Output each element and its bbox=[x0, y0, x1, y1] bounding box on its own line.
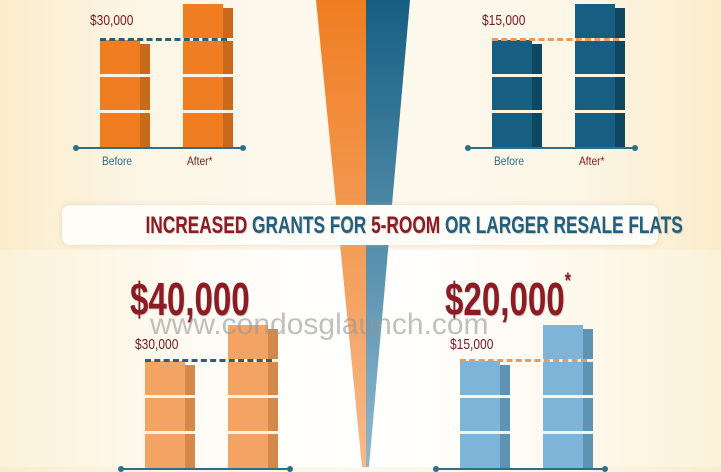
bar-after bbox=[543, 325, 593, 469]
axis-end-dot bbox=[632, 145, 638, 151]
bar-block-separator bbox=[228, 431, 278, 434]
bar-front-face bbox=[145, 361, 185, 469]
reference-dashed-line bbox=[100, 38, 227, 41]
bar-side-face bbox=[615, 8, 625, 148]
bar-block-separator bbox=[492, 110, 542, 113]
x-tick-label: After* bbox=[579, 154, 605, 168]
bar-block-separator bbox=[183, 74, 233, 77]
bar-before bbox=[492, 40, 542, 148]
reference-amount-label: $15,000 bbox=[450, 336, 494, 353]
bar-front-face bbox=[100, 40, 140, 148]
bar-block-separator bbox=[100, 74, 150, 77]
x-axis-line bbox=[436, 468, 605, 470]
bar-before bbox=[145, 361, 195, 469]
bar-block-separator bbox=[460, 431, 510, 434]
bar-side-face bbox=[223, 8, 233, 148]
bar-before bbox=[100, 40, 150, 148]
watermark: www.condosglaunch.com bbox=[150, 308, 489, 341]
headline-amount-left: $40,000 bbox=[130, 272, 250, 326]
bar-side-face bbox=[532, 44, 542, 148]
bar-block-separator bbox=[145, 431, 195, 434]
reference-dashed-line bbox=[460, 359, 587, 362]
bar-block-separator bbox=[183, 110, 233, 113]
banner-title: INCREASED GRANTS FOR 5-ROOM OR LARGER RE… bbox=[145, 212, 682, 240]
bar-front-face bbox=[460, 361, 500, 469]
x-axis-line bbox=[76, 147, 243, 149]
axis-end-dot bbox=[465, 145, 471, 151]
headline-amount-right: $20,000* bbox=[445, 268, 571, 326]
x-tick-label: After* bbox=[187, 154, 213, 168]
bar-block-separator bbox=[575, 74, 625, 77]
banner-word-grants: GRANTS FOR bbox=[252, 212, 367, 239]
bar-block-separator bbox=[543, 395, 593, 398]
headline-right-text: $20,000 bbox=[445, 273, 565, 325]
headline-asterisk: * bbox=[564, 268, 571, 293]
x-axis-line bbox=[121, 468, 290, 470]
bar-front-face bbox=[492, 40, 532, 148]
bar-after bbox=[228, 325, 278, 469]
bar-side-face bbox=[500, 365, 510, 469]
bar-side-face bbox=[268, 329, 278, 469]
reference-amount-label: $15,000 bbox=[482, 12, 526, 29]
axis-end-dot bbox=[73, 145, 79, 151]
reference-amount-label: $30,000 bbox=[90, 12, 134, 29]
bar-block-separator bbox=[575, 110, 625, 113]
x-tick-label: Before bbox=[494, 154, 525, 168]
bar-block-separator bbox=[543, 431, 593, 434]
banner-word-5room: 5-ROOM bbox=[371, 212, 441, 239]
reference-dashed-line bbox=[145, 359, 272, 362]
headline-left-text: $40,000 bbox=[130, 273, 250, 325]
x-axis-line bbox=[468, 147, 635, 149]
bar-side-face bbox=[583, 329, 593, 469]
bar-block-separator bbox=[460, 395, 510, 398]
section-banner: INCREASED GRANTS FOR 5-ROOM OR LARGER RE… bbox=[62, 205, 683, 245]
bar-block-separator bbox=[492, 74, 542, 77]
reference-amount-label: $30,000 bbox=[135, 336, 179, 353]
banner-word-increased: INCREASED bbox=[145, 212, 248, 239]
x-tick-label: Before bbox=[102, 154, 133, 168]
bar-block-separator bbox=[228, 395, 278, 398]
bar-after bbox=[575, 4, 625, 148]
axis-end-dot bbox=[240, 145, 246, 151]
bar-block-separator bbox=[100, 110, 150, 113]
bar-side-face bbox=[140, 44, 150, 148]
banner-word-rest: OR LARGER RESALE FLATS bbox=[444, 212, 683, 239]
bar-block-separator bbox=[145, 395, 195, 398]
bar-side-face bbox=[185, 365, 195, 469]
reference-dashed-line bbox=[492, 38, 619, 41]
bar-before bbox=[460, 361, 510, 469]
bar-after bbox=[183, 4, 233, 148]
